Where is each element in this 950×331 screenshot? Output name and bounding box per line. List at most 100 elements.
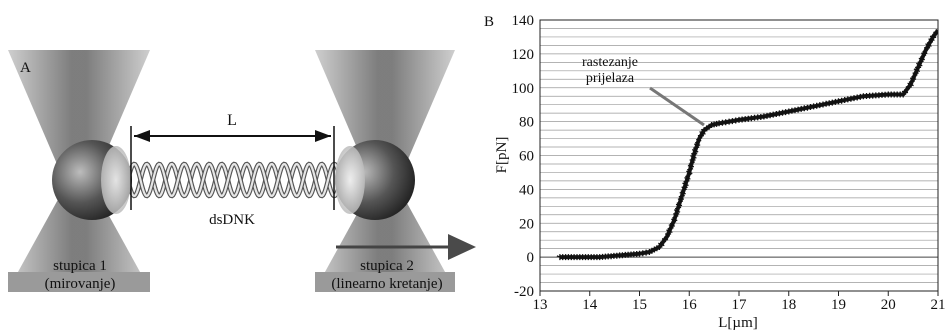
dna-helix [125,161,341,199]
data-point [693,144,700,151]
data-point [797,105,805,112]
data-point [919,53,927,60]
data-point [663,233,671,240]
data-point [810,103,817,110]
panel-a: A L dsDNK stupica 1 (mirovanje) s [8,50,476,292]
trap-2-label-line1: stupica 2 [360,258,414,274]
annotation-line2: prijelaza [586,71,635,86]
data-point [669,219,677,226]
data-point [681,184,688,191]
trap-1-label-line1: stupica 1 [53,258,107,274]
x-axis-label: L[µm] [718,315,757,331]
panel-b: B -20 0 20 40 60 80 100 120 140 13 14 15 16 17 18 19 20… [484,13,946,331]
data-point [674,205,682,211]
data-point [672,213,679,220]
optical-trap-1 [8,50,150,292]
x-tick-label: 19 [831,297,846,313]
data-point [911,72,918,79]
panel-b-label: B [484,14,494,30]
annotation-pointer [649,86,705,127]
data-point [754,114,761,121]
data-point [866,92,873,99]
y-tick-label: 0 [527,250,535,266]
data-point [686,166,694,173]
y-tick-label: 140 [512,13,535,29]
data-point [851,95,857,102]
dna-label: dsDNK [209,212,255,228]
data-point [757,114,765,120]
data-point [729,118,736,125]
data-point [677,196,684,203]
x-tick-label: 21 [931,297,946,313]
y-tick-label: 120 [512,47,535,63]
helix-strand [126,162,340,198]
length-label: L [227,112,237,129]
x-tick-label: 18 [781,297,796,313]
x-tick-labels: 13 14 15 16 17 18 19 20 21 [533,297,946,313]
data-point [686,169,693,176]
data-point [915,64,922,71]
trap-1-label-line2: (mirovanje) [45,276,116,292]
data-point [739,116,746,123]
y-tick-label: -20 [514,284,534,300]
y-tick-labels: -20 0 20 40 60 80 100 120 140 [512,13,535,300]
panel-a-label: A [20,60,31,76]
data-point [741,116,749,123]
chart-grid [539,19,939,296]
data-point [917,58,924,65]
force-extension-series [556,29,938,261]
x-tick-label: 15 [632,297,647,313]
data-point [665,231,672,237]
data-point [838,97,845,104]
data-point [933,29,938,36]
x-tick-label: 16 [682,297,698,313]
data-point [689,157,696,163]
bead-right [335,140,415,220]
plot-frame [539,19,939,292]
x-tick-label: 17 [732,297,748,313]
data-point [825,100,833,107]
data-point [795,106,802,113]
data-point [928,36,935,43]
x-tick-label: 14 [582,297,598,313]
data-point [683,178,690,185]
data-point [690,153,697,160]
data-point [673,210,680,217]
data-point [912,70,919,77]
data-point [835,98,842,105]
data-point [680,187,687,194]
data-point [699,129,706,136]
data-point [676,199,684,206]
y-tick-label: 40 [519,182,534,198]
trap-2-label-line2: (linearno kretanje) [331,276,442,292]
y-tick-label: 20 [519,216,534,232]
data-point [691,150,698,157]
data-point [685,172,692,179]
annotation-line1: rastezanje [582,55,638,70]
data-point [722,119,729,126]
x-tick-label: 13 [533,297,548,313]
y-tick-label: 80 [519,115,534,131]
data-point [767,112,774,119]
data-point [667,225,674,232]
data-point [832,98,839,105]
y-axis-label: F[pN] [494,137,510,174]
movement-arrow [336,234,476,260]
data-point [688,160,695,167]
data-point [715,120,723,127]
data-point [908,78,916,85]
data-point [673,208,681,214]
data-point [913,67,921,74]
optical-trap-2 [315,50,455,292]
length-dimension [130,126,335,210]
annotation: rastezanje prijelaza [582,55,705,127]
data-point [682,181,689,188]
data-point [853,94,861,101]
x-tick-label: 20 [881,297,896,313]
data-point [691,147,699,154]
y-tick-label: 60 [519,149,534,165]
bead-left [52,140,132,220]
data-point [769,111,777,118]
data-point [823,100,830,107]
